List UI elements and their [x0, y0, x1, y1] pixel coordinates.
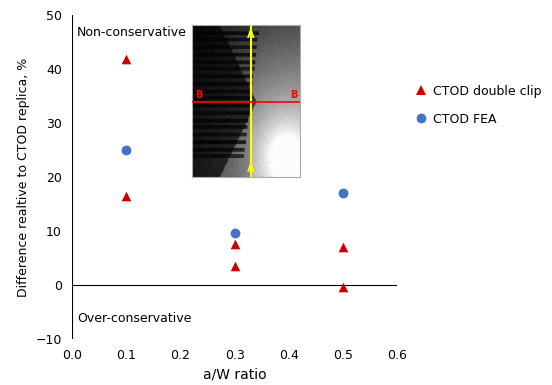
Point: [121, 193, 130, 199]
Legend: CTOD double clip, CTOD FEA: CTOD double clip, CTOD FEA: [410, 80, 546, 131]
Text: Non-conservative: Non-conservative: [77, 26, 187, 39]
Text: Over-conservative: Over-conservative: [77, 312, 192, 325]
Point: [230, 263, 239, 269]
Y-axis label: Difference realtive to CTOD replica, %: Difference realtive to CTOD replica, %: [17, 57, 30, 297]
Point: [121, 55, 130, 62]
Point: [121, 147, 130, 153]
Point: [339, 244, 348, 250]
Point: [230, 229, 239, 236]
Point: [230, 241, 239, 248]
X-axis label: a/W ratio: a/W ratio: [203, 367, 267, 381]
Point: [339, 283, 348, 290]
Point: [339, 190, 348, 196]
